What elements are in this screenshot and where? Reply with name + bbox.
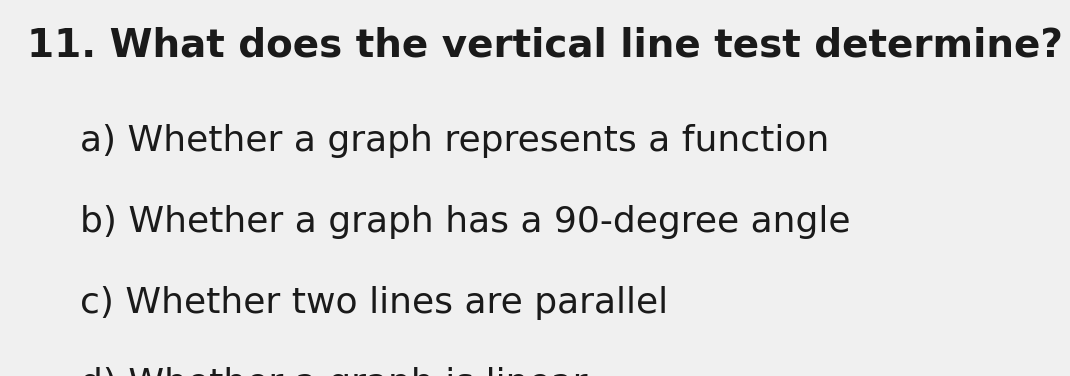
Text: d) Whether a graph is linear: d) Whether a graph is linear: [80, 367, 587, 376]
Text: c) Whether two lines are parallel: c) Whether two lines are parallel: [80, 286, 669, 320]
Text: a) Whether a graph represents a function: a) Whether a graph represents a function: [80, 124, 829, 158]
Text: b) Whether a graph has a 90-degree angle: b) Whether a graph has a 90-degree angle: [80, 205, 851, 239]
Text: 11. What does the vertical line test determine?: 11. What does the vertical line test det…: [27, 26, 1063, 64]
